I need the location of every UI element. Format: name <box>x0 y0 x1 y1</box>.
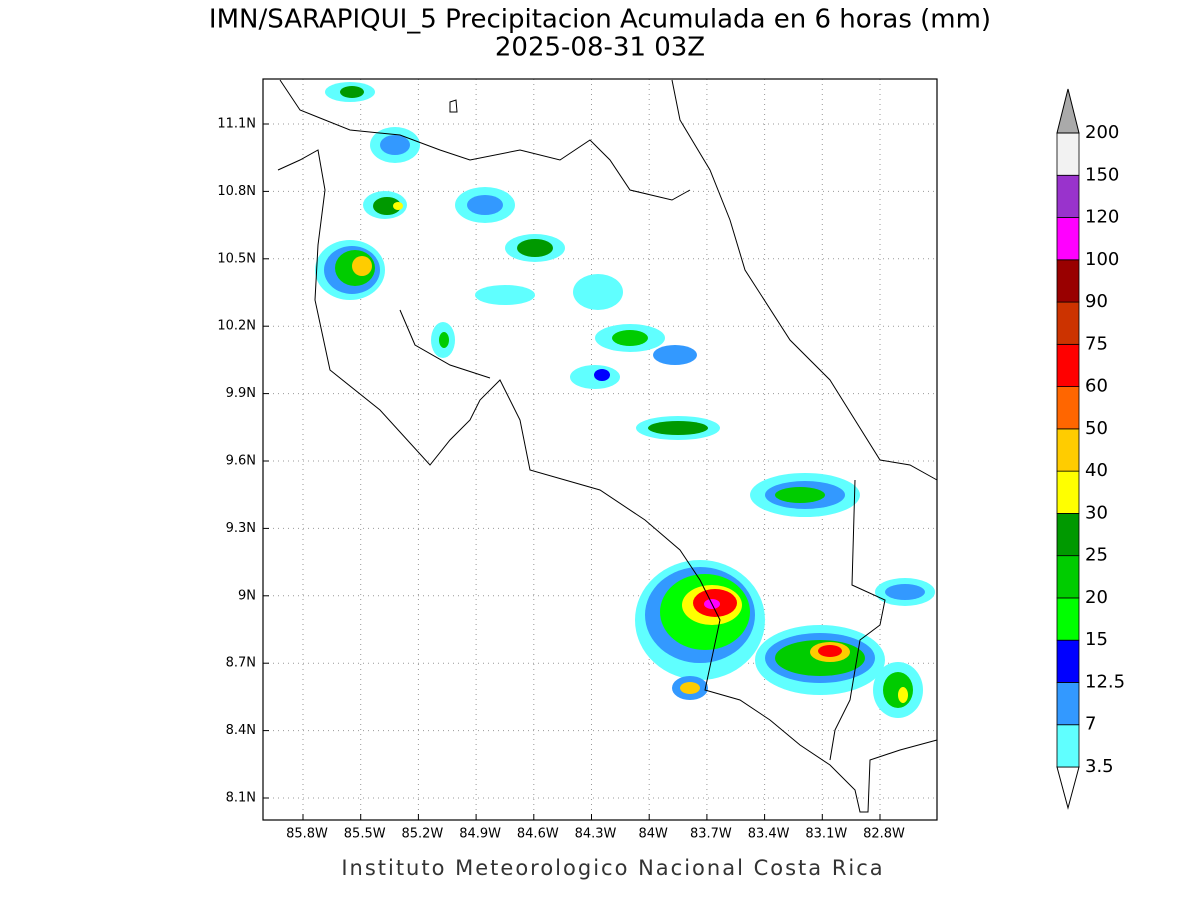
colorbar-label: 15 <box>1085 629 1108 650</box>
lat-label: 11.1N <box>217 117 256 132</box>
colorbar-label: 3.5 <box>1085 756 1114 777</box>
colorbar-label: 12.5 <box>1085 671 1125 692</box>
colorbar-label: 40 <box>1085 460 1108 481</box>
colorbar-swatch <box>1056 682 1080 726</box>
colorbar: 3.5 7 12.5 15 20 25 30 40 50 60 75 90 100 120 150 200 <box>1056 88 1125 810</box>
colorbar-label: 100 <box>1085 249 1119 270</box>
colorbar-label: 90 <box>1085 291 1108 312</box>
lat-label: 9.9N <box>226 386 256 401</box>
lon-label: 84W <box>638 827 668 842</box>
colorbar-label: 75 <box>1085 333 1108 354</box>
lon-label: 85.8W <box>286 827 328 842</box>
colorbar-label: 200 <box>1085 122 1119 143</box>
lat-label: 9.6N <box>226 454 256 469</box>
lon-label: 83.1W <box>805 827 847 842</box>
colorbar-label: 7 <box>1085 714 1096 735</box>
colorbar-label: 120 <box>1085 207 1119 228</box>
colorbar-label: 60 <box>1085 376 1108 397</box>
lat-label: 10.2N <box>217 319 256 334</box>
lon-label: 82.8W <box>863 827 905 842</box>
lon-label: 85.2W <box>401 827 443 842</box>
lon-label: 83.7W <box>690 827 732 842</box>
colorbar-label: 20 <box>1085 587 1108 608</box>
lon-label: 84.9W <box>459 827 501 842</box>
precipitation <box>315 82 935 718</box>
subtitle: 2025-08-31 03Z <box>495 33 705 63</box>
colorbar-swatch <box>1056 639 1080 683</box>
colorbar-arrow <box>1056 88 1080 134</box>
colorbar-swatch <box>1056 428 1080 472</box>
footer: Instituto Meteorologico Nacional Costa R… <box>341 856 884 880</box>
lon-label: 84.3W <box>575 827 617 842</box>
lat-label: 10.8N <box>217 184 256 199</box>
grid <box>263 79 937 820</box>
colorbar-swatch <box>1056 259 1080 303</box>
axis-labels: 85.8W 85.5W 85.2W 84.9W 84.6W 84.3W 84W 83.7W 83… <box>217 117 905 842</box>
colorbar-swatch <box>1056 217 1080 261</box>
lat-label: 9N <box>238 588 256 603</box>
colorbar-swatch <box>1056 174 1080 218</box>
colorbar-swatch <box>1056 386 1080 430</box>
colorbar-swatch <box>1056 470 1080 514</box>
colorbar-label: 150 <box>1085 164 1119 185</box>
colorbar-arrow <box>1056 766 1080 810</box>
coastlines <box>277 79 938 813</box>
colorbar-swatch <box>1056 343 1080 388</box>
colorbar-swatch <box>1056 555 1080 599</box>
colorbar-swatch <box>1056 724 1080 768</box>
colorbar-swatch <box>1056 132 1080 176</box>
lat-label: 10.5N <box>217 251 256 266</box>
lat-label: 8.7N <box>226 656 256 671</box>
lon-label: 83.4W <box>748 827 790 842</box>
lat-label: 9.3N <box>226 521 256 536</box>
title: IMN/SARAPIQUI_5 Precipitacion Acumulada … <box>209 5 991 35</box>
colorbar-label: 25 <box>1085 545 1108 566</box>
lon-label: 85.5W <box>344 827 386 842</box>
lon-label: 84.6W <box>517 827 559 842</box>
colorbar-swatch <box>1056 301 1080 345</box>
lat-label: 8.4N <box>226 723 256 738</box>
colorbar-label: 30 <box>1085 502 1108 523</box>
lat-label: 8.1N <box>226 791 256 806</box>
colorbar-swatch <box>1056 597 1080 641</box>
colorbar-swatch <box>1056 513 1080 557</box>
map-frame <box>262 78 938 821</box>
colorbar-label: 50 <box>1085 418 1108 439</box>
